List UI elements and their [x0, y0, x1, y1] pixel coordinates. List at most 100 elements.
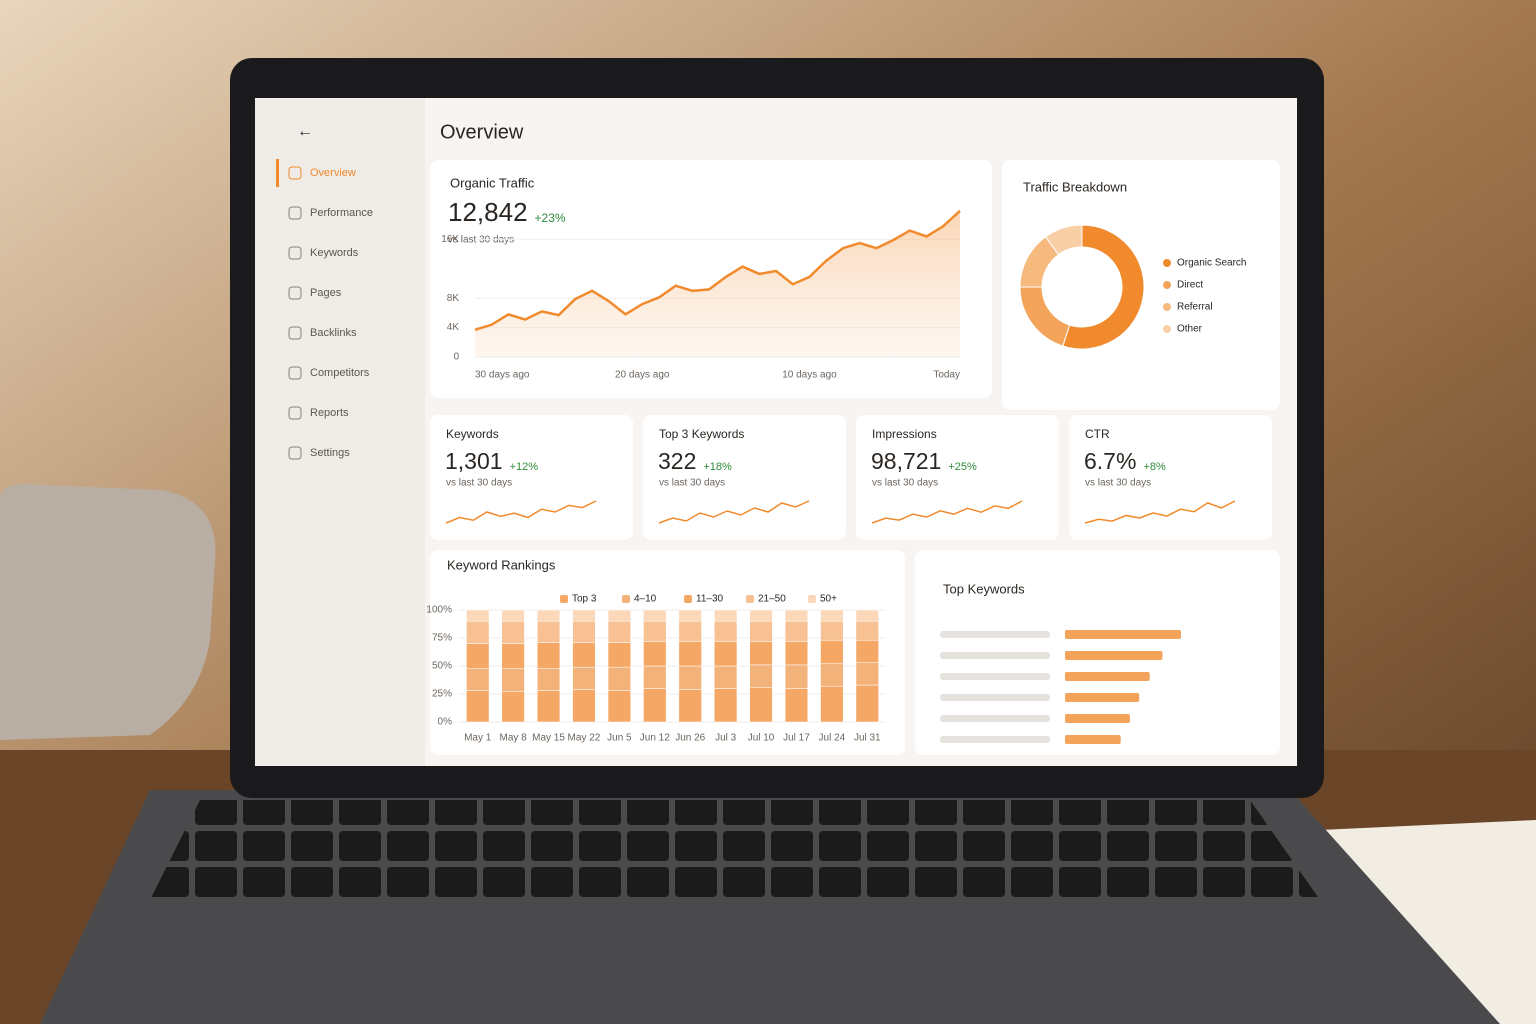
legend-swatch: [1163, 259, 1171, 267]
bar-segment: [784, 688, 809, 723]
y-tick-label: 4K: [447, 322, 460, 333]
bar-segment: [820, 639, 844, 665]
legend-swatch: [808, 595, 816, 603]
card-title: Organic Traffic: [450, 175, 535, 190]
bar-segment: [678, 665, 702, 690]
bar-segment: [501, 667, 525, 693]
legend-swatch: [746, 595, 754, 603]
nav-active: [276, 159, 279, 187]
bar-segment: [678, 609, 702, 622]
kpi-value: 6.7%: [1084, 448, 1136, 474]
legend-label: 11–30: [696, 594, 724, 605]
bar-segment: [714, 688, 738, 723]
bar-segment: [749, 687, 773, 723]
legend-swatch: [1163, 303, 1171, 311]
bar-segment: [714, 641, 738, 667]
keyword-bar: [1065, 630, 1181, 639]
bar-segment: [784, 664, 809, 689]
nav-item[interactable]: Overview: [310, 167, 356, 179]
kpi-change: +12%: [510, 461, 539, 473]
kpi-change: +18%: [703, 461, 732, 473]
x-tick-label: Jul 10: [748, 733, 775, 744]
keyword-bar: [1065, 651, 1163, 660]
keyboard: [150, 800, 1320, 900]
bar-segment: [536, 642, 561, 669]
nav-item[interactable]: Backlinks: [310, 327, 357, 339]
x-tick-label: Jul 24: [819, 733, 846, 744]
bar-segment: [643, 620, 667, 642]
bar-segment: [501, 643, 525, 669]
bar-segment: [678, 689, 702, 723]
kpi-value: 322: [658, 448, 696, 474]
bar-segment: [749, 664, 773, 688]
sparkline: [1084, 500, 1236, 524]
nav-icon: [288, 366, 302, 380]
bar-segment: [536, 667, 561, 691]
kpi-label: CTR: [1085, 427, 1110, 441]
y-tick-label: 25%: [432, 689, 452, 700]
keyword-placeholder: [940, 652, 1050, 659]
nav-item[interactable]: Reports: [310, 407, 349, 419]
legend-swatch: [560, 595, 568, 603]
bar-segment: [466, 690, 490, 723]
bar-segment: [749, 620, 773, 642]
bar-segment: [607, 609, 631, 622]
sidebar: [255, 98, 425, 766]
bar-segment: [501, 691, 525, 723]
keyword-placeholder: [940, 694, 1050, 701]
y-tick-label: 75%: [432, 633, 452, 644]
legend-label: Organic Search: [1177, 258, 1246, 269]
kpi-value: 1,301: [445, 448, 503, 474]
keyword-placeholder: [940, 673, 1050, 680]
bar-segment: [572, 609, 596, 622]
bar-segment: [714, 620, 738, 642]
legend-label: 50+: [820, 594, 837, 605]
legend-swatch: [1163, 281, 1171, 289]
traffic-line: [474, 209, 961, 331]
nav-icon: [288, 446, 302, 460]
legend-label: Referral: [1177, 302, 1213, 313]
bar-segment: [572, 666, 596, 690]
x-tick-label: Today: [933, 370, 960, 381]
bar-segment: [749, 641, 773, 666]
x-tick-label: 30 days ago: [475, 370, 530, 381]
bar-segment: [714, 665, 738, 689]
bar-segment: [784, 609, 809, 622]
y-tick-label: 8K: [447, 293, 460, 304]
bar-segment: [714, 609, 738, 622]
bar-segment: [749, 609, 773, 622]
bar-segment: [607, 642, 631, 668]
nav-item[interactable]: Pages: [310, 287, 342, 299]
keyword-bar: [1065, 735, 1121, 744]
nav-item[interactable]: Competitors: [310, 367, 370, 379]
bar-segment: [820, 609, 844, 622]
nav-item[interactable]: Performance: [310, 207, 373, 219]
legend-label: Direct: [1177, 280, 1203, 291]
bar-segment: [607, 666, 631, 691]
bar-segment: [536, 690, 561, 723]
kpi-change: +8%: [1143, 461, 1166, 473]
keyword-placeholder: [940, 631, 1050, 638]
bar-segment: [855, 639, 879, 663]
sparkline: [658, 500, 810, 524]
card-title: Keyword Rankings: [447, 557, 556, 572]
back-icon[interactable]: ←: [297, 123, 313, 140]
x-tick-label: May 1: [464, 733, 492, 744]
page-title: Overview: [440, 121, 524, 143]
nav-item[interactable]: Settings: [310, 447, 350, 459]
bar-segment: [607, 620, 631, 643]
card-title: Traffic Breakdown: [1023, 179, 1127, 194]
bar-segment: [466, 667, 490, 691]
bar-segment: [820, 663, 844, 687]
x-tick-label: 20 days ago: [615, 370, 670, 381]
bar-segment: [607, 690, 631, 723]
sparkline: [871, 500, 1023, 524]
kpi-note: vs last 30 days: [448, 235, 514, 246]
keyword-placeholder: [940, 715, 1050, 722]
legend-swatch: [684, 595, 692, 603]
y-tick-label: 16K: [441, 234, 459, 245]
legend-label: Top 3: [572, 594, 597, 605]
bar-segment: [536, 620, 561, 643]
nav-item[interactable]: Keywords: [310, 247, 359, 259]
